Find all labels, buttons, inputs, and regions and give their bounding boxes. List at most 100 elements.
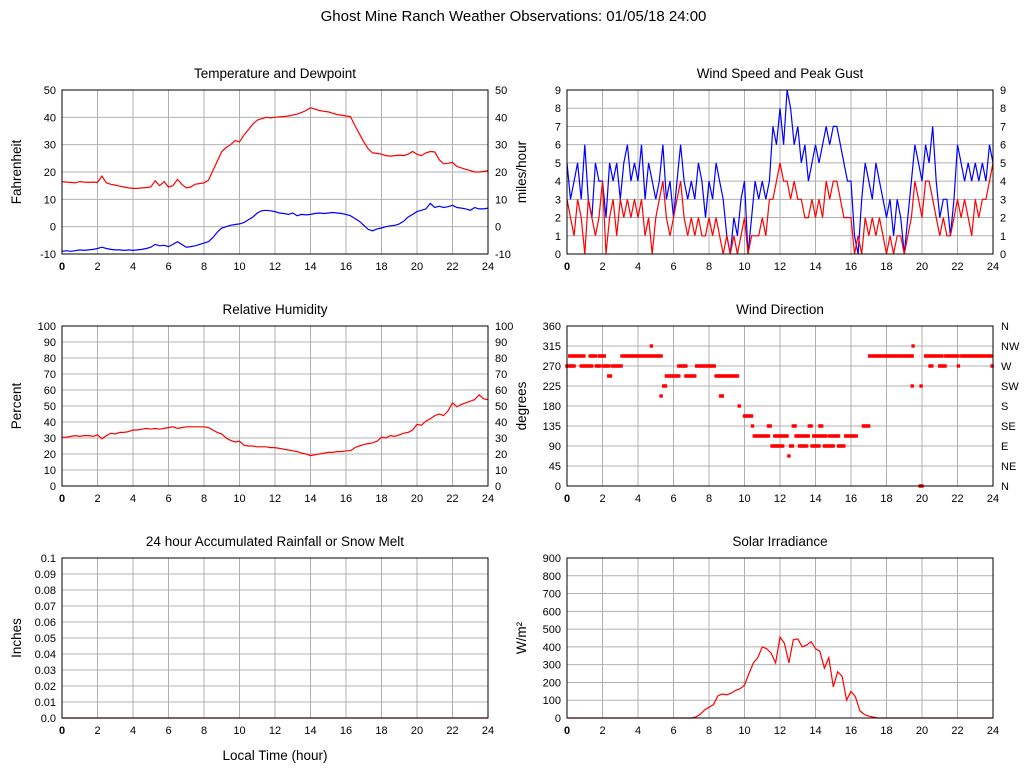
y-axis-label: degrees: [514, 381, 529, 430]
chart-title: Relative Humidity: [222, 302, 327, 317]
x-axis-label: Local Time (hour): [222, 748, 327, 763]
y-axis-label: W/m²: [514, 621, 529, 654]
y-tick-label: 0.0: [41, 713, 56, 725]
x-tick-label: 22: [951, 261, 963, 273]
x-tick-label: 24: [482, 493, 494, 505]
x-tick-label: 14: [304, 493, 316, 505]
x-tick-label: 4: [130, 261, 136, 273]
y-tick-label: 40: [44, 112, 56, 124]
y-tick-label-right: 2: [1000, 213, 1006, 225]
y-tick-label: 500: [543, 624, 561, 636]
series-peak-gust: [566, 89, 994, 255]
x-tick-label: 0: [564, 261, 570, 273]
y-tick-label-right: 10: [495, 465, 507, 477]
y-tick-label: 0: [555, 481, 561, 493]
compass-tick-label: NE: [1001, 461, 1016, 473]
y-tick-label: 800: [543, 571, 561, 583]
x-tick-label: 14: [304, 261, 316, 273]
y-tick-label: 200: [543, 677, 561, 689]
y-tick-label-right: 50: [495, 85, 507, 97]
x-tick-label: 8: [706, 493, 712, 505]
x-tick-label: 10: [738, 261, 750, 273]
y-axis-label: Percent: [9, 382, 24, 429]
x-tick-label: 20: [411, 725, 423, 737]
grid-lines: [61, 325, 489, 487]
x-tick-label: 24: [987, 493, 999, 505]
y-tick-label: 3: [555, 194, 561, 206]
x-tick-label: 24: [482, 261, 494, 273]
y-tick-label: 315: [543, 341, 561, 353]
plot-border: [61, 325, 489, 487]
y-tick-label: 10: [44, 465, 56, 477]
series-wind-speed: [566, 162, 994, 255]
y-tick-label-right: 0: [495, 222, 501, 234]
x-tick-label: 10: [233, 725, 245, 737]
y-tick-label: 10: [44, 194, 56, 206]
x-tick-label: 18: [880, 725, 892, 737]
x-tick-label: 12: [774, 261, 786, 273]
y-tick-label-right: 0: [1000, 249, 1006, 261]
y-tick-label: 4: [555, 176, 561, 188]
y-tick-label-right: -10: [495, 249, 511, 261]
x-tick-label: 8: [201, 261, 207, 273]
x-tick-label: 6: [165, 261, 171, 273]
y-tick-label: 0.05: [35, 633, 56, 645]
x-tick-label: 0: [59, 261, 65, 273]
x-tick-label: 20: [916, 493, 928, 505]
y-tick-label: 9: [555, 85, 561, 97]
series-temperature: [61, 107, 489, 189]
x-tick-label: 14: [809, 725, 821, 737]
x-tick-label: 16: [340, 493, 352, 505]
plot-border: [566, 557, 994, 719]
x-tick-label: 16: [845, 261, 857, 273]
x-tick-label: 16: [340, 725, 352, 737]
x-tick-label: 22: [446, 261, 458, 273]
y-tick-label: 0.02: [35, 681, 56, 693]
y-tick-label: 8: [555, 103, 561, 115]
x-tick-label: 6: [670, 725, 676, 737]
y-tick-label-right: 40: [495, 417, 507, 429]
x-tick-label: 12: [774, 493, 786, 505]
y-tick-label-right: 80: [495, 353, 507, 365]
y-tick-label: 360: [543, 321, 561, 333]
y-tick-label: 5: [555, 158, 561, 170]
compass-tick-label: N: [1001, 321, 1009, 333]
x-tick-label: 14: [809, 261, 821, 273]
y-tick-label: 80: [44, 353, 56, 365]
plot-border: [566, 89, 994, 255]
y-tick-label: 6: [555, 140, 561, 152]
x-tick-label: 2: [94, 261, 100, 273]
y-axis-label: Fahrenheit: [9, 139, 24, 204]
compass-tick-label: SW: [1001, 381, 1019, 393]
y-tick-label: 180: [543, 401, 561, 413]
grid-lines: [61, 557, 489, 719]
chart-title: Wind Direction: [736, 302, 824, 317]
x-tick-label: 4: [130, 725, 136, 737]
y-tick-label: 90: [44, 337, 56, 349]
y-tick-label: 0: [555, 249, 561, 261]
grid-lines: [566, 325, 994, 487]
y-tick-label: 50: [44, 401, 56, 413]
y-tick-label-right: 10: [495, 194, 507, 206]
x-tick-label: 24: [482, 725, 494, 737]
x-tick-label: 24: [987, 261, 999, 273]
x-tick-label: 8: [201, 493, 207, 505]
y-tick-label-right: 20: [495, 167, 507, 179]
x-tick-label: 18: [880, 493, 892, 505]
y-tick-label: 45: [549, 461, 561, 473]
compass-tick-label: E: [1001, 441, 1008, 453]
x-tick-label: 4: [635, 725, 641, 737]
x-tick-label: 6: [165, 725, 171, 737]
x-tick-label: 4: [130, 493, 136, 505]
x-tick-label: 16: [845, 725, 857, 737]
y-axis-label: Inches: [9, 618, 24, 658]
x-tick-label: 12: [269, 493, 281, 505]
x-tick-label: 0: [59, 493, 65, 505]
y-tick-label: 0.07: [35, 601, 56, 613]
y-tick-label: 225: [543, 381, 561, 393]
y-tick-label: 700: [543, 589, 561, 601]
y-tick-label: 0: [50, 481, 56, 493]
